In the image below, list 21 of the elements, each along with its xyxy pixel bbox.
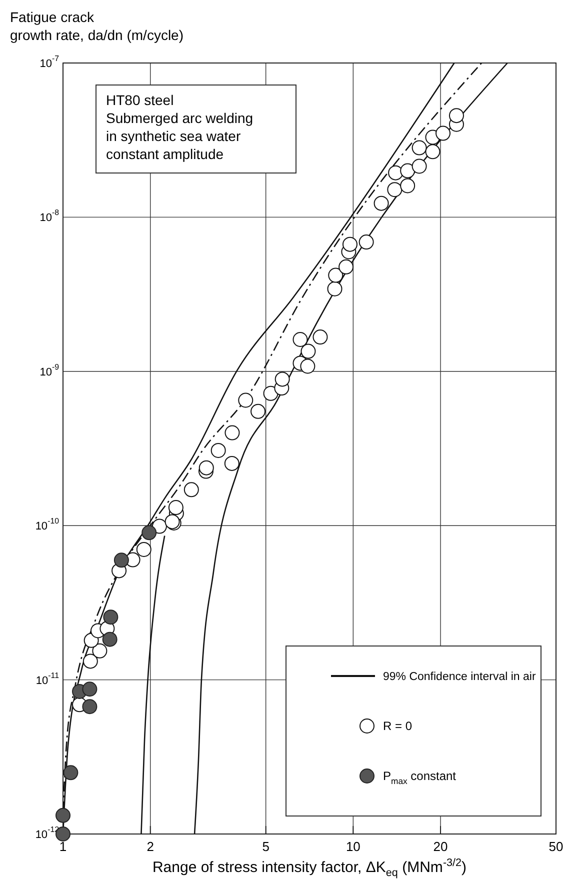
- legend-label: 99% Confidence interval in air: [383, 671, 536, 683]
- x-tick-label: 1: [59, 839, 67, 854]
- annotation: Submerged arc welding: [106, 110, 254, 126]
- y-tick-label: 10$^{-8}$: [40, 208, 60, 224]
- x-tick-label: 2: [146, 839, 154, 854]
- legend-label: P$_{max}$ constant: [383, 769, 457, 786]
- y-tick-label: 10$^{-10}$: [35, 516, 60, 533]
- x-tick-label: 5: [262, 839, 270, 854]
- annotation: constant amplitude: [106, 146, 224, 162]
- x-tick-label: 10: [346, 839, 360, 854]
- y-tick-label: 10$^{-7}$: [40, 54, 59, 70]
- y-axis-title: Fatigue crack growth rate, da/dn (m/cycle): [10, 9, 184, 43]
- x-tick-label: 20: [433, 839, 448, 854]
- annotation: in synthetic sea water: [106, 128, 241, 144]
- x-axis-title: Range of stress intensity factor, ΔK$_{eq}$ (MNm$^{-3/2}$): [152, 857, 467, 879]
- x-tick-label: 50: [548, 839, 564, 854]
- legend-label: R = 0: [383, 719, 412, 733]
- y-tick-label: 10$^{-11}$: [36, 670, 60, 687]
- y-tick-label: 10$^{-9}$: [40, 362, 60, 378]
- line-series: [140, 535, 166, 835]
- annotation: HT80 steel: [106, 92, 174, 108]
